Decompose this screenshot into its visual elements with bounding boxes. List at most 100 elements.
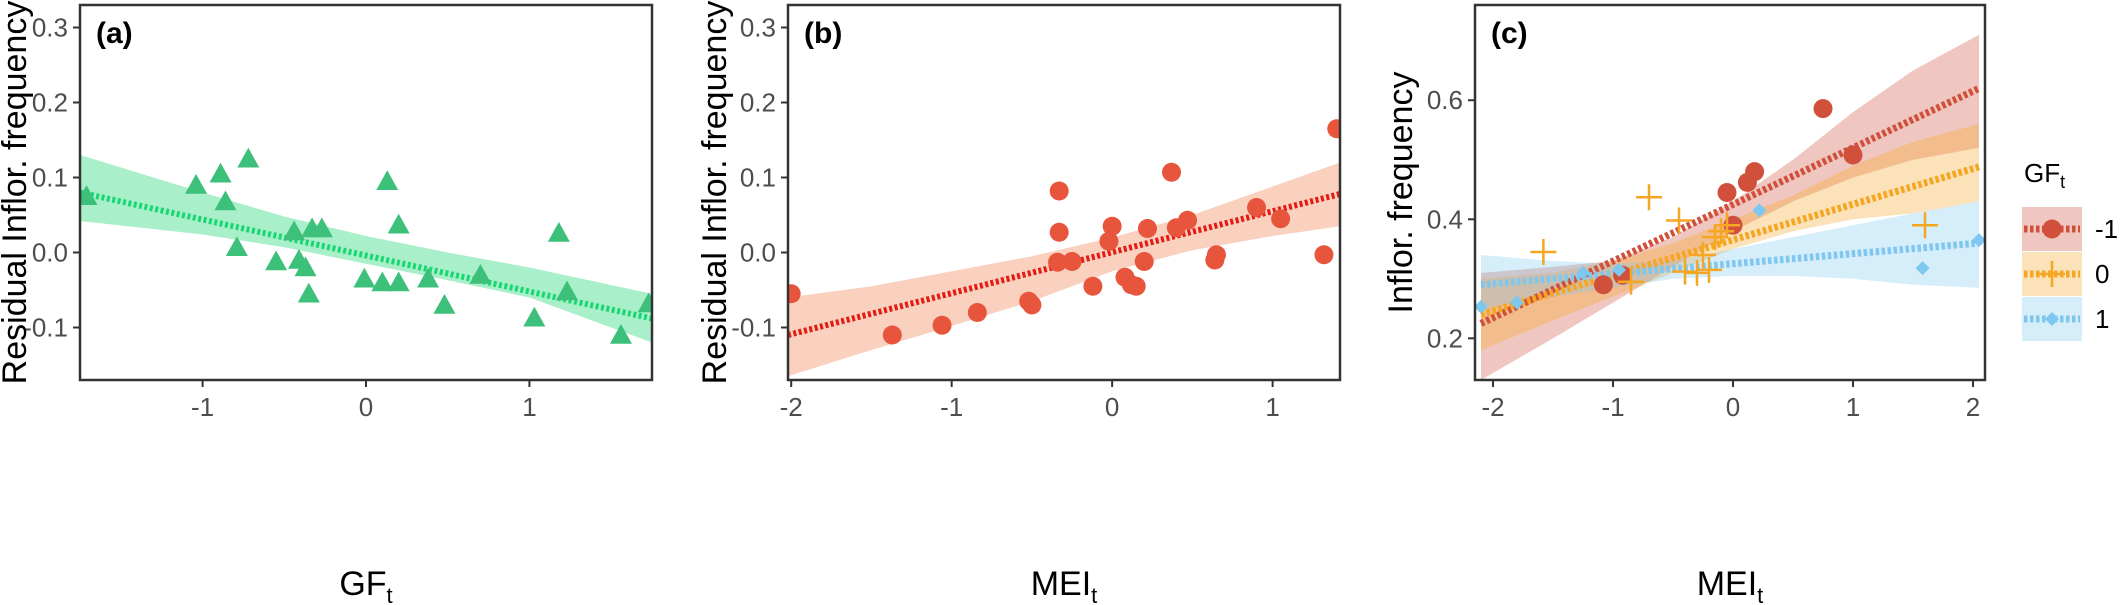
x-tick-label: 0 xyxy=(1726,392,1740,422)
x-tick-label: 1 xyxy=(522,392,536,422)
legend-item-gf-1: 1 xyxy=(2022,297,2109,341)
fit-line-gf--1 xyxy=(1479,85,1981,327)
data-point xyxy=(469,264,492,284)
x-axis-title-subscript: t xyxy=(1091,583,1097,605)
data-point xyxy=(967,303,987,322)
y-axis-title: Residual Inflor. frequency xyxy=(0,1,34,385)
y-tick-label: -0.1 xyxy=(23,313,68,343)
panel-border xyxy=(1473,3,1987,382)
data-point-gf-0 xyxy=(1912,212,1938,239)
fit-line-gf-1 xyxy=(1480,239,1980,289)
data-point xyxy=(788,284,801,304)
x-tick-label: 0 xyxy=(359,392,373,422)
data-point xyxy=(1048,252,1068,272)
data-point-gf--1 xyxy=(1593,275,1613,295)
data-point-gf--1 xyxy=(1843,145,1863,165)
data-point xyxy=(80,185,98,206)
x-tick-label: -1 xyxy=(940,392,963,422)
data-point xyxy=(387,271,410,292)
x-axis-title-subscript: t xyxy=(1757,583,1763,605)
data-point-gf-0 xyxy=(1702,224,1728,251)
data-point xyxy=(1102,216,1122,236)
data-point xyxy=(1049,222,1069,242)
data-point xyxy=(1327,119,1340,139)
plot-area xyxy=(1475,34,1985,380)
data-point-gf-1 xyxy=(1915,261,1930,276)
data-point xyxy=(237,147,260,168)
data-point xyxy=(1134,252,1154,271)
data-point xyxy=(214,190,237,211)
legend-title-subscript: t xyxy=(2060,172,2065,192)
plot-area xyxy=(788,119,1340,377)
x-tick-label: 2 xyxy=(1966,392,1980,422)
legend-key-marker xyxy=(2039,261,2065,287)
y-tick-label: 0.0 xyxy=(740,238,776,268)
y-tick-label: 0.3 xyxy=(740,13,776,43)
legend-label: 1 xyxy=(2095,304,2109,334)
data-point xyxy=(882,325,902,345)
data-point xyxy=(294,256,317,277)
data-point xyxy=(1022,295,1042,315)
data-point xyxy=(1062,252,1082,271)
data-point-gf--1 xyxy=(1813,99,1833,119)
data-point-gf--1 xyxy=(1717,183,1737,202)
fit-line xyxy=(80,189,652,322)
legend-key-marker xyxy=(2045,312,2059,326)
data-point-gf-0 xyxy=(1666,207,1692,234)
confidence-band xyxy=(788,162,1340,377)
data-point-gf-0 xyxy=(1636,184,1662,211)
panel-label: (a) xyxy=(96,17,133,50)
data-point xyxy=(1271,209,1291,229)
data-point-gf-1 xyxy=(1576,265,1590,280)
data-point-gf-0 xyxy=(1696,256,1722,283)
data-point xyxy=(297,282,320,303)
y-tick-label: 0.1 xyxy=(32,163,68,193)
panel-border xyxy=(786,3,1342,382)
data-point-gf-0 xyxy=(1708,218,1734,245)
x-tick-label: -1 xyxy=(1601,392,1624,422)
y-tick-label: 0.0 xyxy=(32,238,68,268)
legend-label: -1 xyxy=(2095,214,2118,244)
data-point xyxy=(1099,231,1119,251)
legend-label: 0 xyxy=(2095,259,2109,289)
data-point xyxy=(1126,276,1146,296)
data-point xyxy=(523,306,546,327)
panel-b: (b) -2 -1 0 1 -0.1 0.0 0.1 0.2 0.3 MEIt Residual In… xyxy=(696,1,1342,605)
data-point-gf-0 xyxy=(1684,259,1710,286)
x-tick-label: 1 xyxy=(1846,392,1860,422)
y-axis-title: Residual Inflor. frequency xyxy=(696,1,734,385)
data-point xyxy=(609,324,632,344)
y-tick-label: 0.1 xyxy=(740,163,776,193)
y-axis-title: Inflor. frequency xyxy=(1382,72,1420,314)
data-point xyxy=(371,271,394,292)
data-point xyxy=(225,236,248,257)
data-point xyxy=(1178,210,1198,230)
x-axis-title: MEIt xyxy=(1031,565,1098,605)
data-point xyxy=(209,162,232,183)
data-point xyxy=(417,267,440,288)
data-point-gf--1 xyxy=(1745,162,1765,182)
data-point xyxy=(185,174,208,194)
data-point xyxy=(433,294,456,314)
data-point xyxy=(1049,181,1069,201)
panel-label: (b) xyxy=(804,17,842,50)
y-tick-label: 0.2 xyxy=(32,88,68,118)
legend-title: GFt xyxy=(2024,158,2065,192)
y-tick-label: 0.6 xyxy=(1427,85,1463,115)
data-point-gf-0 xyxy=(1530,239,1557,266)
legend-key-marker xyxy=(2042,219,2062,239)
legend-item-gf-0: 0 xyxy=(2022,252,2109,296)
y-tick-label: 0.2 xyxy=(740,88,776,118)
data-point-gf-1 xyxy=(1752,203,1767,218)
data-point xyxy=(1205,250,1225,270)
data-point xyxy=(1162,162,1182,182)
y-tick-label: -0.1 xyxy=(731,313,776,343)
x-tick-label: -2 xyxy=(1481,392,1504,422)
data-point-gf-1 xyxy=(1475,299,1488,314)
x-tick-label: -1 xyxy=(191,392,214,422)
data-point xyxy=(310,217,333,238)
data-point xyxy=(547,222,570,242)
fit-line xyxy=(788,191,1340,338)
